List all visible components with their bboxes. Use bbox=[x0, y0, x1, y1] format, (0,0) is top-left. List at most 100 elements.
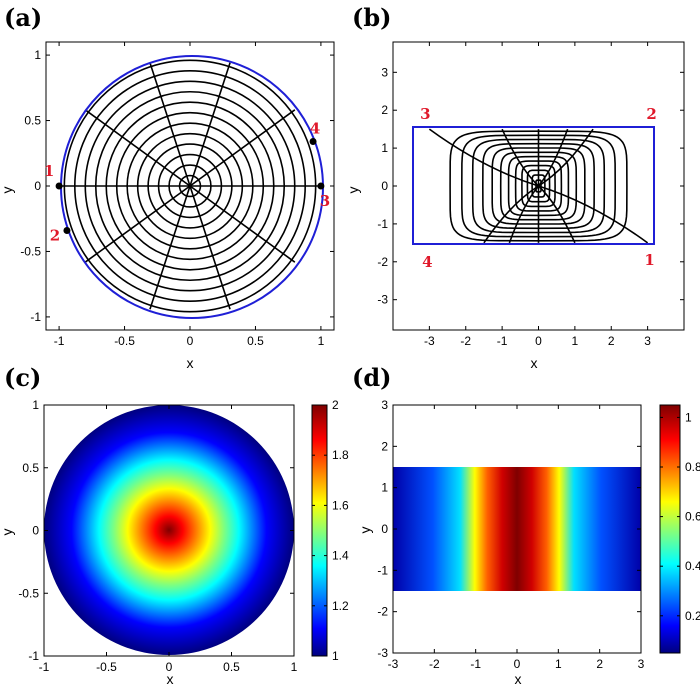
panel-c-colorbar-ticks: 1 1.2 1.4 1.6 1.8 2 bbox=[312, 398, 349, 663]
panel-c-letter: (c) bbox=[4, 363, 41, 392]
panel-a-mesh-spoke bbox=[84, 109, 191, 187]
panel-b-ticks: -3 -2 -1 0 1 2 3 -3 -2 -1 0 1 2 3 bbox=[377, 42, 684, 348]
panel-b-ytick-label: 3 bbox=[381, 65, 388, 79]
panel-d-ylabel: y bbox=[357, 527, 373, 534]
panel-b-mesh-ring bbox=[449, 130, 628, 242]
panel-b-xtick-label: -1 bbox=[497, 334, 508, 348]
panel-a-ytick-label: -1 bbox=[30, 310, 41, 324]
panel-b-ytick-label: 2 bbox=[381, 103, 388, 117]
panel-a-letter: (a) bbox=[4, 3, 42, 32]
panel-b-mesh-spoke bbox=[538, 128, 594, 187]
panel-a-vertex-point bbox=[309, 137, 317, 145]
panel-b-xtick-label: -3 bbox=[424, 334, 435, 348]
panel-a-xtick-label: 0.5 bbox=[247, 334, 264, 348]
panel-a-xtick-label: 1 bbox=[318, 334, 325, 348]
panel-d-ytick-label: 2 bbox=[381, 439, 388, 453]
panel-a-vertex-label: 1 bbox=[44, 162, 54, 180]
panel-b-mesh bbox=[428, 128, 649, 244]
panel-a-xtick-label: -1 bbox=[54, 334, 65, 348]
panel-a-vertex-label: 4 bbox=[310, 119, 320, 137]
panel-d-field-rectangle bbox=[393, 467, 641, 591]
panel-d-ytick-label: -3 bbox=[377, 646, 388, 660]
panel-c-colorbar bbox=[311, 404, 328, 657]
panel-b-mesh-spoke bbox=[483, 185, 539, 244]
panel-b-mesh-spoke bbox=[501, 128, 540, 187]
panel-b-ylabel: y bbox=[345, 187, 361, 194]
panel-a-mesh-spoke bbox=[149, 62, 191, 187]
panel-c-field-disk bbox=[44, 405, 294, 655]
panel-d-xtick-label: 1 bbox=[555, 657, 562, 671]
panel-b-mesh-spoke bbox=[428, 128, 539, 187]
panel-d-ytick-label: 0 bbox=[381, 522, 388, 536]
panel-d-colorbar-tick-label: 0.4 bbox=[685, 559, 700, 573]
panel-a-mesh-spoke bbox=[189, 185, 231, 310]
panel-c-xtick-label: -0.5 bbox=[96, 660, 117, 674]
panel-a-vertex-point bbox=[317, 182, 325, 190]
panel-b-mesh-ring bbox=[471, 138, 606, 234]
panel-d-colorbar-tick-label: 1 bbox=[685, 410, 692, 424]
panel-c-xtick-label: 0.5 bbox=[223, 660, 240, 674]
panel-b-mesh-ring bbox=[531, 174, 546, 198]
panel-c-xtick-label: 1 bbox=[291, 660, 298, 674]
panel-b-boundary-rectangle bbox=[412, 126, 655, 245]
panel-b-corner-label: 2 bbox=[646, 105, 656, 123]
panel-b-xtick-label: 0 bbox=[535, 334, 542, 348]
panel-b-mesh-ring bbox=[460, 134, 616, 238]
panel-d-xtick-label: -2 bbox=[429, 657, 440, 671]
panel-d-colorbar bbox=[659, 404, 681, 654]
panel-d-ytick-label: -2 bbox=[377, 605, 388, 619]
panel-b-ytick-label: 1 bbox=[381, 141, 388, 155]
panel-d-ytick-label: -1 bbox=[377, 563, 388, 577]
panel-b-mesh-ring bbox=[491, 147, 586, 225]
panel-c-xlabel: x bbox=[167, 671, 174, 687]
panel-a-plot: -1 -0.5 0 0.5 1 -1 -0.5 0 0.5 1 1 2 3 4 x y bbox=[0, 41, 335, 371]
panel-a-ytick-label: 1 bbox=[34, 48, 41, 62]
panel-c-colorbar-tick-label: 1.4 bbox=[332, 549, 349, 563]
panel-a-xtick-label: -0.5 bbox=[114, 334, 135, 348]
panel-c-ytick-label: 0.5 bbox=[22, 461, 39, 475]
panel-b-xtick-label: 3 bbox=[644, 334, 651, 348]
panel-b-ytick-label: -3 bbox=[377, 293, 388, 307]
panel-b-letter: (b) bbox=[352, 3, 392, 32]
panel-a-mesh-spoke bbox=[84, 185, 191, 263]
panel-c-plot: -1 -0.5 0 0.5 1-1-0.500.51 11.21.41.61.82 x … bbox=[0, 398, 349, 687]
panel-b-xlabel: x bbox=[531, 355, 538, 371]
panel-a-mesh-spoke bbox=[149, 185, 191, 310]
panel-b-mesh-spoke bbox=[537, 185, 576, 244]
panel-c-ytick-label: -1 bbox=[28, 649, 39, 663]
panel-d-plot: -3 -2 -1 0 1 2 3 -3 -2 -1 0 1 2 3 0.2 0.4 0.6 0.8 1 x y bbox=[357, 398, 700, 687]
panel-b-mesh-ring bbox=[499, 151, 578, 221]
panel-d-ytick-label: 3 bbox=[381, 398, 388, 412]
panel-a-mesh-spoke bbox=[189, 109, 296, 187]
panel-a-ytick-label: -0.5 bbox=[20, 244, 41, 258]
panel-a-vertices: 1 2 3 4 bbox=[44, 119, 330, 244]
panel-a-xlabel: x bbox=[187, 355, 194, 371]
panel-d-ticks: -3 -2 -1 0 1 2 3 -3 -2 -1 0 1 2 3 bbox=[377, 398, 644, 671]
panel-d-colorbar-tick-label: 0.2 bbox=[685, 609, 700, 623]
panel-c-colorbar-tick-label: 1.8 bbox=[332, 448, 349, 462]
panel-a-vertex-point bbox=[55, 182, 63, 190]
panel-d-letter: (d) bbox=[352, 363, 392, 392]
panel-b-ytick-label: 0 bbox=[381, 179, 388, 193]
panel-c-ylabel: y bbox=[0, 529, 15, 536]
panel-a-ytick-label: 0.5 bbox=[24, 114, 41, 128]
panel-c-colorbar-tick-label: 1 bbox=[332, 649, 339, 663]
panel-a-mesh-spoke bbox=[189, 185, 296, 263]
panel-c-ytick-label: 0 bbox=[32, 524, 39, 538]
panel-d-xtick-label: 3 bbox=[638, 657, 645, 671]
panel-d-xtick-label: -1 bbox=[470, 657, 481, 671]
panel-b-corner-label: 1 bbox=[644, 251, 654, 269]
panel-c-xtick-label: -1 bbox=[39, 660, 50, 674]
panel-a-vertex-label: 3 bbox=[320, 192, 330, 210]
panel-d-xtick-label: 2 bbox=[596, 657, 603, 671]
panel-b-mesh-ring bbox=[507, 155, 570, 217]
panel-c-colorbar-tick-label: 1.2 bbox=[332, 599, 349, 613]
panel-d-colorbar-ticks: 0.2 0.4 0.6 0.8 1 bbox=[660, 410, 700, 623]
panel-b-mesh-spoke bbox=[537, 128, 569, 187]
panel-a-vertex-label: 2 bbox=[50, 227, 60, 245]
panel-c-colorbar-tick-label: 1.6 bbox=[332, 498, 349, 512]
panel-a-vertex-point bbox=[63, 227, 71, 235]
panel-a-ytick-label: 0 bbox=[34, 179, 41, 193]
panel-c-colorbar-tick-label: 2 bbox=[332, 398, 339, 412]
